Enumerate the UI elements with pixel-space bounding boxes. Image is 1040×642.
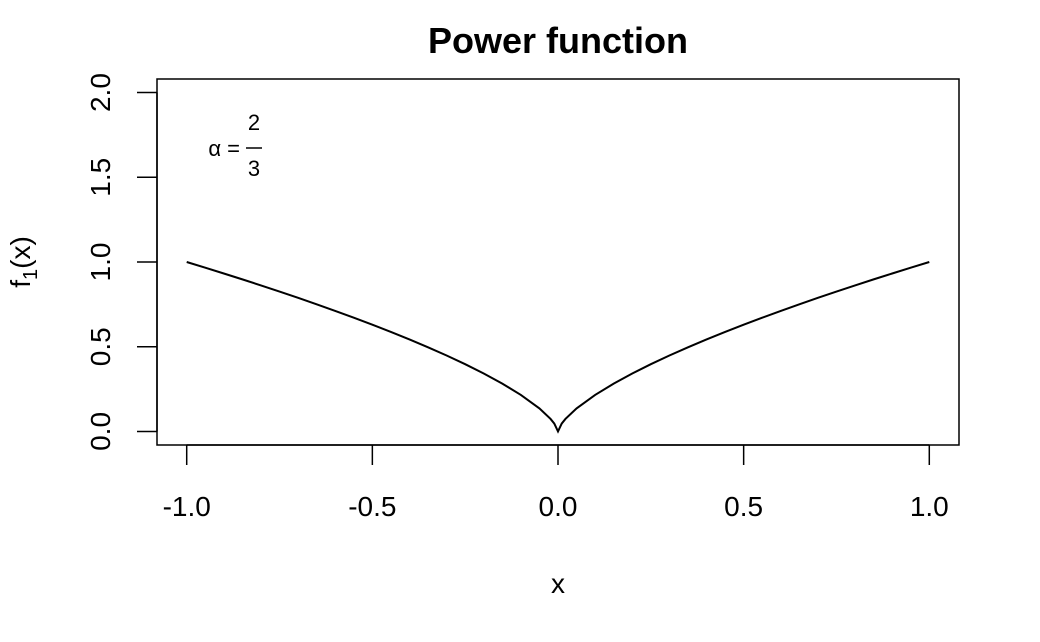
plot-frame (156, 78, 960, 446)
y-axis-label-text: f1(x) (5, 236, 42, 288)
y-tick-label: 0.0 (85, 412, 116, 451)
line-series (186, 261, 930, 434)
chart-title: Power function (428, 20, 688, 61)
annotation-lhs: α = (208, 136, 240, 161)
y-axis-label: f1(x) (5, 236, 42, 288)
y-tick-label: 0.5 (85, 327, 116, 366)
x-tick-label: -1.0 (163, 491, 211, 522)
y-label-base: f (5, 280, 36, 288)
annotation-numerator: 2 (248, 110, 260, 135)
x-tick-label: -0.5 (348, 491, 396, 522)
annotation: α = 2 3 (208, 110, 262, 181)
x-axis-label: x (551, 568, 565, 599)
x-tick-label: 1.0 (910, 491, 949, 522)
y-tick-label: 1.5 (85, 158, 116, 197)
y-tick-label: 2.0 (85, 73, 116, 112)
y-label-sub: 1 (20, 269, 42, 280)
y-tick-label: 1.0 (85, 243, 116, 282)
x-tick-label: 0.5 (724, 491, 763, 522)
annotation-denominator: 3 (248, 156, 260, 181)
x-tick-label: 0.0 (539, 491, 578, 522)
y-label-rest: (x) (5, 236, 36, 269)
